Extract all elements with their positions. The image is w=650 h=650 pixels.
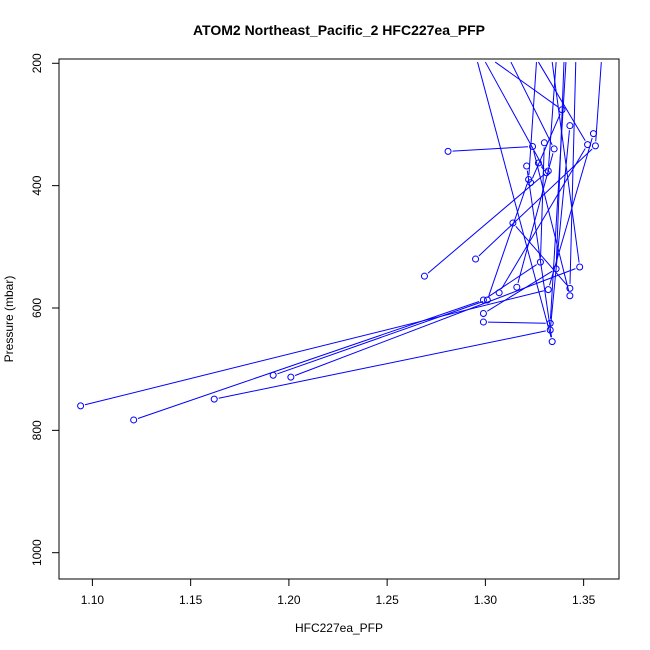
data-point xyxy=(513,283,521,291)
series-line-segment xyxy=(528,62,537,176)
series-line-segment xyxy=(486,264,537,298)
y-axis: 200 400 600 800 1000 xyxy=(30,53,60,566)
y-tick-label: 1000 xyxy=(30,539,44,566)
data-point xyxy=(509,219,517,227)
y-tick-label: 800 xyxy=(30,420,44,440)
x-tick-label: 1.10 xyxy=(81,593,105,607)
series-layer xyxy=(77,61,602,424)
data-point xyxy=(287,373,295,381)
data-point xyxy=(479,318,487,326)
data-point xyxy=(479,309,487,317)
series-line-segment xyxy=(84,290,545,406)
series-line-segment xyxy=(517,153,554,283)
data-point xyxy=(558,106,566,114)
data-point xyxy=(544,286,552,294)
series-line-segment xyxy=(488,183,528,296)
data-point xyxy=(444,147,452,155)
x-tick-label: 1.30 xyxy=(474,593,498,607)
x-tick-label: 1.35 xyxy=(572,593,596,607)
data-point xyxy=(472,255,480,263)
x-tick-label: 1.15 xyxy=(179,593,203,607)
data-point xyxy=(529,142,537,150)
series-line-segment xyxy=(294,268,576,376)
series-line-segment xyxy=(531,113,561,179)
series-line-segment xyxy=(452,146,529,152)
data-point xyxy=(77,402,85,410)
series-line-segment xyxy=(533,150,570,292)
data-point xyxy=(269,371,277,379)
data-point xyxy=(576,263,584,271)
series-line-segment xyxy=(427,173,546,274)
series-line-segment xyxy=(494,61,559,108)
x-tick-label: 1.25 xyxy=(375,593,399,607)
plot-frame xyxy=(58,58,620,580)
data-point xyxy=(566,122,574,130)
y-tick-label: 400 xyxy=(30,175,44,195)
data-point xyxy=(483,296,491,304)
x-tick-label: 1.20 xyxy=(277,593,301,607)
data-point xyxy=(584,141,592,149)
chart-title: ATOM2 Northeast_Pacific_2 HFC227ea_PFP xyxy=(193,22,485,38)
series-line-segment xyxy=(218,330,546,399)
x-axis: 1.10 1.15 1.20 1.25 1.30 1.35 xyxy=(81,578,596,607)
data-point xyxy=(495,289,503,297)
series-line-segment xyxy=(569,62,577,284)
series-line-segment xyxy=(595,62,602,142)
x-axis-label: HFC227ea_PFP xyxy=(295,621,383,635)
y-axis-label: Pressure (mbar) xyxy=(2,276,16,363)
data-point xyxy=(542,169,550,177)
series-line-segment xyxy=(486,270,553,312)
series-line-segment xyxy=(540,166,544,170)
data-point xyxy=(566,292,574,300)
series-line-segment xyxy=(501,148,586,290)
data-point xyxy=(527,179,535,187)
series-line-segment xyxy=(551,61,580,263)
series-line-segment xyxy=(538,61,586,142)
series-line-segment xyxy=(548,62,557,167)
data-point xyxy=(210,395,218,403)
data-point xyxy=(566,284,574,292)
data-point xyxy=(523,162,531,170)
series-line-segment xyxy=(550,130,570,326)
y-tick-label: 600 xyxy=(30,298,44,318)
data-point xyxy=(591,142,599,150)
series-line-segment xyxy=(526,170,553,338)
data-point xyxy=(544,167,552,175)
data-point xyxy=(548,338,556,346)
data-point xyxy=(479,296,487,304)
series-line-segment xyxy=(477,61,552,338)
series-line-segment xyxy=(484,61,545,170)
series-line-segment xyxy=(487,321,546,324)
data-point xyxy=(130,416,138,424)
series-line-segment xyxy=(510,61,553,146)
series-line-segment xyxy=(277,301,484,375)
data-point xyxy=(550,145,558,153)
data-point xyxy=(534,159,542,167)
series-line-segment xyxy=(540,147,545,258)
data-point xyxy=(420,272,428,280)
y-tick-label: 200 xyxy=(30,53,44,73)
data-point xyxy=(589,130,597,138)
